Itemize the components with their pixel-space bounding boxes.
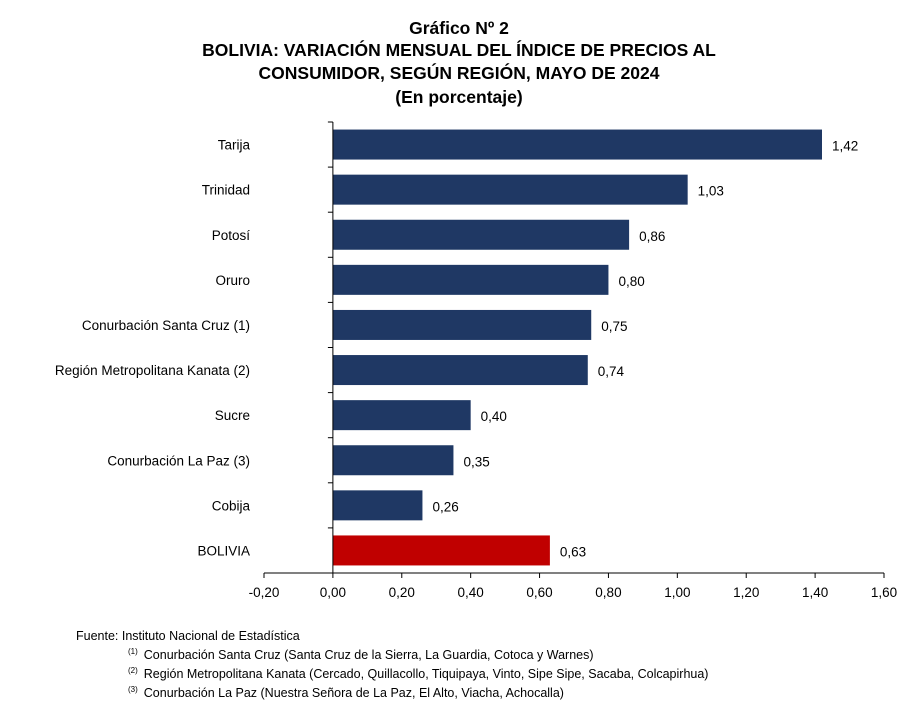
chart-title-line-3: CONSUMIDOR, SEGÚN REGIÓN, MAYO DE 2024 [258,63,660,83]
footnote-text: Conurbación La Paz (Nuestra Señora de La… [143,686,564,700]
data-label: 0,74 [598,364,625,379]
category-label: Región Metropolitana Kanata (2) [55,363,250,378]
category-label: Potosí [212,228,251,243]
x-tick-label: 0,00 [320,585,346,600]
category-label: Trinidad [202,183,250,198]
chart-notes: Fuente: Instituto Nacional de Estadístic… [76,628,708,701]
footnote-mark: (1) [128,647,138,656]
x-tick-label: 1,40 [802,585,828,600]
data-label: 0,86 [639,229,665,244]
bar [332,129,822,160]
bar [332,400,471,431]
data-label: 0,35 [463,454,489,469]
x-tick-label: 0,20 [389,585,415,600]
x-tick-label: 1,00 [664,585,690,600]
x-tick-label: 0,80 [595,585,621,600]
bar [332,355,588,386]
category-label: Tarija [218,138,251,153]
x-tick-label: 0,40 [458,585,484,600]
category-label: Conurbación La Paz (3) [107,453,250,468]
footnote-text: Conurbación Santa Cruz (Santa Cruz de la… [143,648,594,662]
category-label: Conurbación Santa Cruz (1) [82,318,250,333]
data-label: 1,42 [832,139,858,154]
data-label: 0,26 [432,499,458,514]
bar [332,490,423,521]
category-label: Cobija [212,498,251,513]
category-label: Sucre [215,408,250,423]
data-label: 0,80 [618,274,644,289]
x-tick-label: -0,20 [249,585,280,600]
bar [332,174,688,205]
source-note: Fuente: Instituto Nacional de Estadístic… [76,629,300,643]
bar [332,445,454,476]
chart-title-line-2: BOLIVIA: VARIACIÓN MENSUAL DEL ÍNDICE DE… [202,40,716,60]
x-tick-label: 0,60 [526,585,552,600]
chart-title-line-1: Gráfico Nº 2 [409,18,509,38]
footnote-2: (2) Región Metropolitana Kanata (Cercado,… [76,663,708,682]
x-tick-label: 1,20 [733,585,759,600]
data-label: 0,40 [481,409,507,424]
category-label: BOLIVIA [197,543,250,558]
category-label: Oruro [215,273,250,288]
chart-subtitle: (En porcentaje) [395,87,523,107]
bar-chart: Tarija 1,42 Trinidad 1,03 Potosí 0,86 Oruro 0,8… [55,121,897,600]
x-tick-label: 1,60 [871,585,897,600]
data-label: 0,75 [601,319,627,334]
data-label: 1,03 [698,184,724,199]
footnote-3: (3) Conurbación La Paz (Nuestra Señora de… [76,682,708,701]
bar [332,309,592,340]
bar [332,219,630,250]
footnote-text: Región Metropolitana Kanata (Cercado, Qu… [143,667,709,681]
footnote-mark: (3) [128,685,138,694]
bar [332,264,609,295]
footnote-mark: (2) [128,666,138,675]
footnote-1: (1) Conurbación Santa Cruz (Santa Cruz de… [76,644,708,663]
bar [332,535,550,566]
data-label: 0,63 [560,544,586,559]
